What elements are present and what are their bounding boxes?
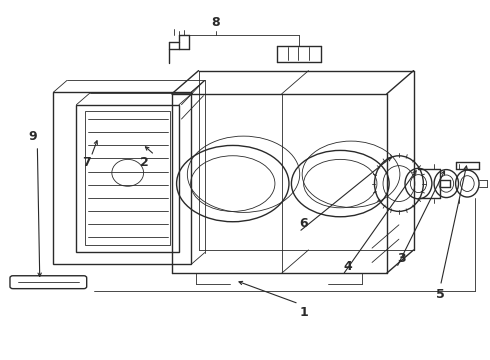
Text: 3: 3 — [397, 252, 406, 265]
Text: 8: 8 — [211, 16, 220, 29]
Text: 6: 6 — [299, 216, 308, 230]
Text: 9: 9 — [28, 130, 37, 144]
Text: 7: 7 — [82, 156, 91, 168]
Text: 2: 2 — [141, 156, 149, 168]
Text: 4: 4 — [343, 260, 352, 273]
Text: 5: 5 — [436, 288, 445, 301]
Text: 1: 1 — [299, 306, 308, 319]
